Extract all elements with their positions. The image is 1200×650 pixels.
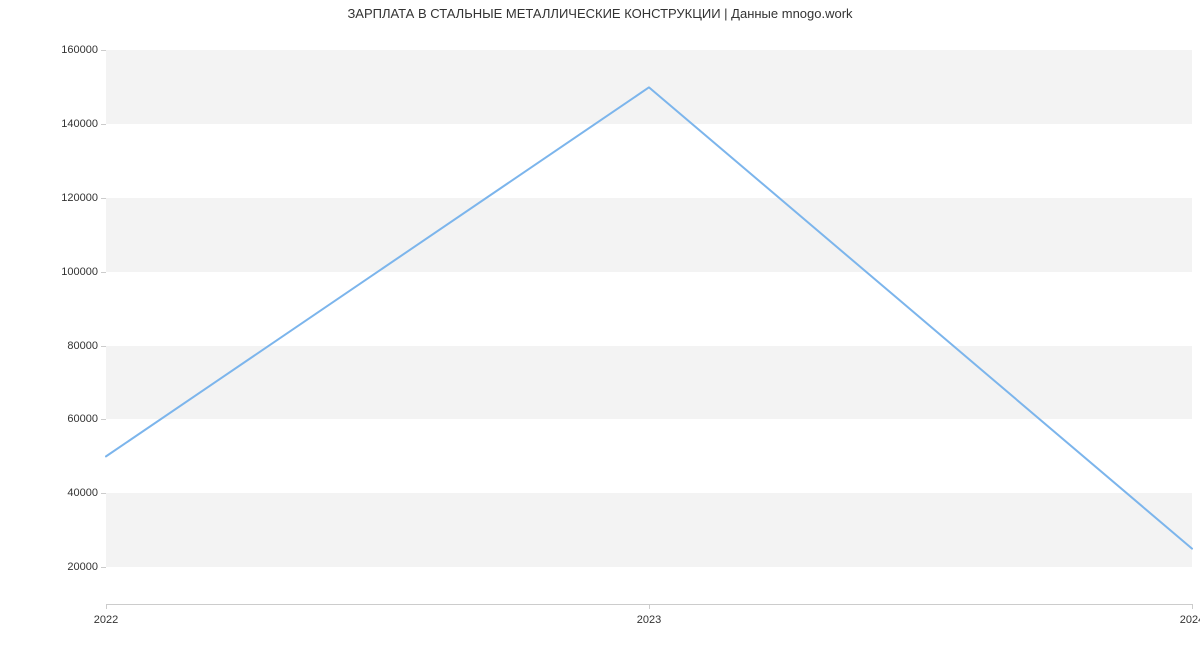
chart-title: ЗАРПЛАТА В СТАЛЬНЫЕ МЕТАЛЛИЧЕСКИЕ КОНСТР… — [0, 6, 1200, 21]
salary-chart: ЗАРПЛАТА В СТАЛЬНЫЕ МЕТАЛЛИЧЕСКИЕ КОНСТР… — [0, 0, 1200, 650]
y-tick-label: 80000 — [67, 340, 98, 352]
x-tick-mark — [106, 604, 107, 609]
y-tick-label: 40000 — [67, 487, 98, 499]
y-tick-label: 140000 — [61, 118, 98, 130]
y-tick-label: 160000 — [61, 44, 98, 56]
x-tick-mark — [649, 604, 650, 609]
y-tick-label: 20000 — [67, 561, 98, 573]
x-tick-mark — [1192, 604, 1193, 609]
x-tick-label: 2023 — [637, 614, 661, 626]
y-tick-label: 60000 — [67, 413, 98, 425]
plot-area: 2000040000600008000010000012000014000016… — [106, 32, 1192, 604]
line-layer — [106, 32, 1192, 604]
y-tick-label: 100000 — [61, 266, 98, 278]
series-line-salary — [106, 87, 1192, 548]
x-tick-label: 2024 — [1180, 614, 1200, 626]
x-tick-label: 2022 — [94, 614, 118, 626]
y-tick-label: 120000 — [61, 192, 98, 204]
